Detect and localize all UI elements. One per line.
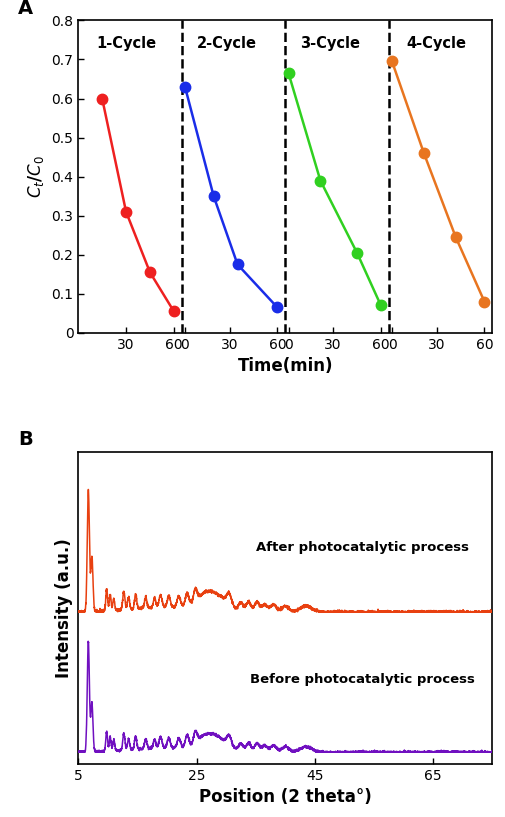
Y-axis label: $C_t$/$C_0$: $C_t$/$C_0$ (26, 155, 46, 198)
X-axis label: Position (2 theta°): Position (2 theta°) (199, 788, 372, 806)
Text: 2-Cycle: 2-Cycle (196, 36, 257, 51)
Text: B: B (18, 431, 33, 449)
Y-axis label: Intensity (a.u.): Intensity (a.u.) (55, 538, 73, 677)
Text: 1-Cycle: 1-Cycle (96, 36, 156, 51)
X-axis label: Time(min): Time(min) (237, 357, 333, 375)
Text: After photocatalytic process: After photocatalytic process (256, 542, 469, 555)
Text: A: A (18, 0, 33, 18)
Text: 3-Cycle: 3-Cycle (300, 36, 360, 51)
Text: 4-Cycle: 4-Cycle (407, 36, 467, 51)
Text: Before photocatalytic process: Before photocatalytic process (250, 672, 475, 685)
